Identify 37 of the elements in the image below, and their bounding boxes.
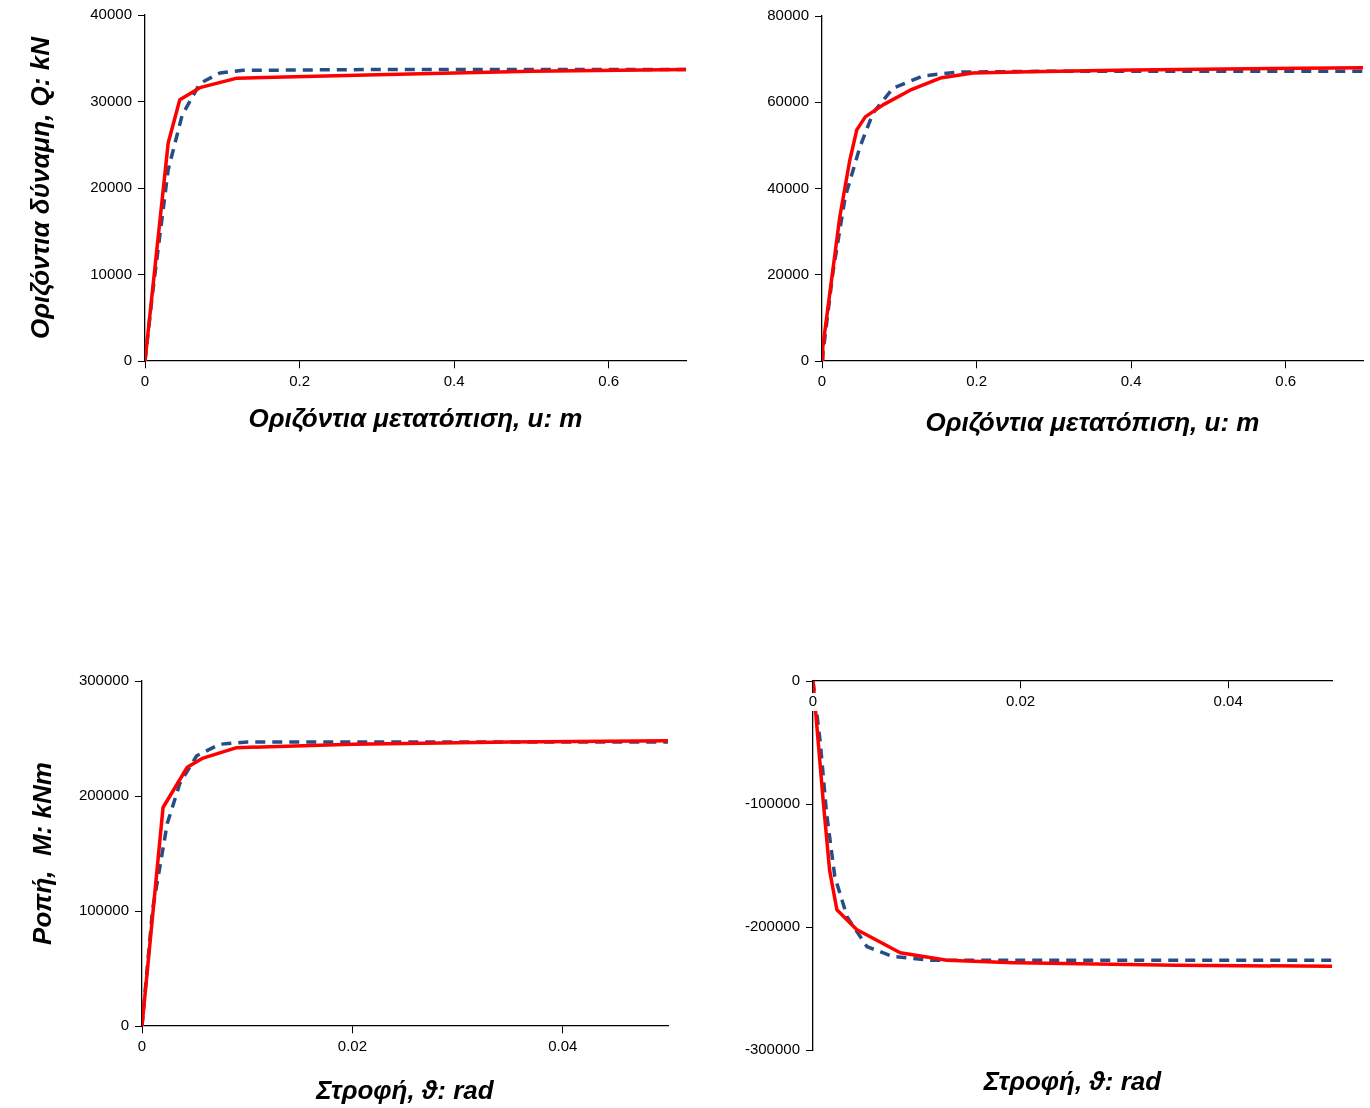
x-tick-label: 0 (137, 1036, 147, 1054)
y-tick-label: 100000 (78, 901, 129, 919)
y-tick-label: -300000 (744, 1040, 800, 1058)
x-tick-label: 0.02 (337, 1036, 367, 1054)
x-tick-label: 0.04 (548, 1036, 578, 1054)
x-axis-title: Στροφή, ϑ: rad (315, 1075, 495, 1106)
y-tick-label: 0 (123, 351, 132, 369)
y-tick-label: -100000 (744, 794, 800, 812)
x-axis-title: Οριζόντια μετατόπιση, u: m (248, 403, 583, 434)
x-tick-label: 0.02 (1006, 691, 1036, 709)
y-tick-label: -200000 (744, 917, 800, 935)
y-tick-label: 40000 (90, 5, 132, 23)
x-tick-label: 0.2 (966, 371, 987, 389)
y-tick-label: 80000 (767, 6, 809, 24)
y-tick-label: 200000 (78, 786, 129, 804)
x-tick-label: 0 (140, 371, 150, 389)
x-tick-label: 0.6 (1275, 371, 1297, 389)
y-axis-title: Ροπή, M: kNm (27, 762, 58, 945)
x-tick-label: 0.4 (1120, 371, 1142, 389)
y-tick-label: 0 (120, 1016, 129, 1034)
y-tick-label: 0 (791, 671, 800, 689)
x-tick-label: 0.04 (1213, 691, 1243, 709)
y-tick-label: 300000 (78, 671, 129, 689)
y-tick-label: 20000 (90, 178, 132, 196)
x-tick-label: 0.6 (598, 371, 620, 389)
x-axis-title: Στροφή, ϑ: rad (982, 1066, 1163, 1097)
y-tick-label: 20000 (767, 264, 809, 282)
y-tick-label: 0 (800, 351, 809, 369)
x-tick-label: 0 (817, 371, 827, 389)
y-axis-title: Οριζόντια δύναμη, Q: kN (25, 35, 56, 339)
y-tick-label: 10000 (90, 264, 132, 282)
x-tick-label: 0.4 (443, 371, 465, 389)
x-axis-title: Οριζόντια μετατόπιση, u: m (925, 407, 1260, 438)
y-tick-label: 40000 (767, 178, 809, 196)
y-tick-label: 30000 (90, 91, 132, 109)
y-tick-label: 60000 (767, 92, 809, 110)
x-tick-label: 0.2 (289, 371, 310, 389)
